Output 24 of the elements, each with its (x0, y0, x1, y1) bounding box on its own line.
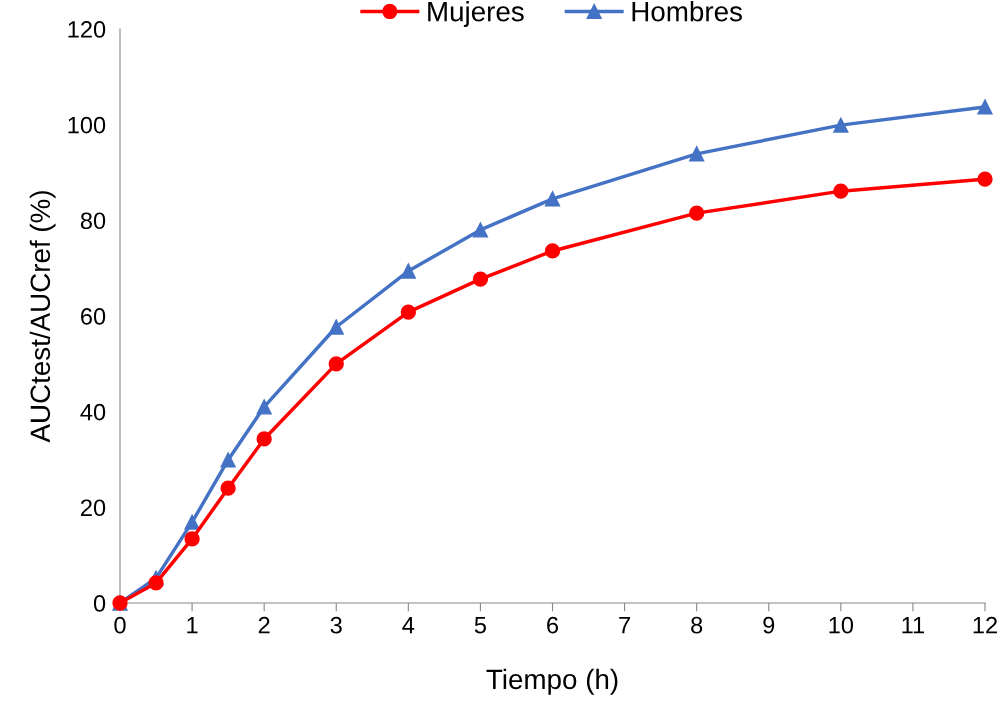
y-tick-label: 60 (81, 308, 106, 325)
x-tick-label: 9 (763, 616, 775, 634)
y-axis-title: AUCtest/AUCref (%) (29, 191, 56, 443)
y-tick-label: 0 (93, 595, 106, 612)
x-tick-label: 6 (547, 616, 559, 634)
x-tick-label: 1 (187, 617, 198, 634)
x-tick-label: 3 (330, 616, 342, 634)
x-tick-label: 2 (258, 616, 270, 634)
legend-label: Mujeres (428, 1, 524, 27)
y-tick-label: 120 (68, 21, 106, 38)
y-tick-label: 80 (80, 212, 106, 230)
x-tick-label: 11 (902, 617, 925, 634)
legend-label: Hombres (632, 1, 742, 22)
y-tick-label: 100 (68, 116, 106, 134)
x-tick-label: 5 (474, 617, 486, 634)
x-tick-label: 0 (114, 616, 126, 634)
x-axis-title: Tiempo (h) (486, 668, 618, 695)
x-tick-label: 4 (402, 617, 415, 634)
x-tick-label: 8 (691, 616, 703, 634)
y-tick-label: 40 (80, 403, 106, 421)
y-tick-label: 20 (81, 499, 106, 517)
x-tick-label: 12 (973, 616, 997, 634)
x-tick-label: 7 (619, 617, 630, 634)
x-tick-label: 10 (829, 616, 854, 634)
